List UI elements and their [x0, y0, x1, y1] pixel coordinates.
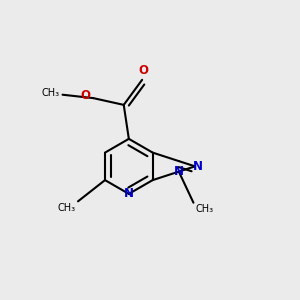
- Text: N: N: [193, 160, 203, 173]
- Text: N: N: [174, 165, 184, 178]
- Text: O: O: [139, 64, 149, 76]
- Text: N: N: [124, 188, 134, 200]
- Text: O: O: [80, 89, 90, 102]
- Text: CH₃: CH₃: [196, 204, 214, 214]
- Text: CH₃: CH₃: [57, 203, 76, 213]
- Text: CH₃: CH₃: [41, 88, 59, 98]
